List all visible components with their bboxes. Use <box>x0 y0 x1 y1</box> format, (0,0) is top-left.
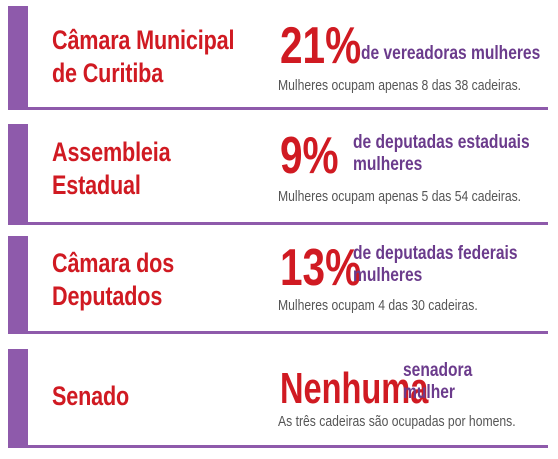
stat-description: de vereadoras mulheres <box>361 43 540 65</box>
stat-value: 21% <box>280 17 362 75</box>
stat-description-line: senadora <box>403 360 473 381</box>
stat-description-line: mulheres <box>353 154 423 175</box>
card-assembleia-estadual: Assembleia Estadual 9% de deputadas esta… <box>8 124 548 225</box>
institution-name: Senado <box>52 380 129 413</box>
stat-description-line: de vereadoras mulheres <box>361 43 541 64</box>
institution-name-line: Assembleia <box>52 137 171 167</box>
card-camara-deputados: Câmara dos Deputados 13% de deputadas fe… <box>8 236 548 334</box>
card-camara-municipal: Câmara Municipal de Curitiba 21% de vere… <box>8 6 548 110</box>
stat-description: senadora mulher <box>403 360 472 404</box>
seat-note: Mulheres ocupam apenas 5 das 54 cadeiras… <box>278 189 522 205</box>
seat-note: Mulheres ocupam apenas 8 das 38 cadeiras… <box>278 78 522 94</box>
stat-description: de deputadas federais mulheres <box>353 243 518 287</box>
seat-note: As três cadeiras são ocupadas por homens… <box>278 414 516 430</box>
card-senado: Senado Nenhuma senadora mulher As três c… <box>8 349 548 448</box>
institution-name-line: Deputados <box>52 281 163 311</box>
stat-description-line: mulher <box>403 382 455 403</box>
stat-value: 9% <box>280 127 339 185</box>
card-accent-bar <box>8 6 28 107</box>
card-accent-bar <box>8 236 28 331</box>
institution-name-line: Senado <box>52 381 130 411</box>
stat-description-line: de deputadas federais <box>353 243 518 264</box>
institution-name-line: Câmara dos <box>52 248 175 278</box>
institution-name-line: Câmara Municipal <box>52 25 235 55</box>
stat-description-line: mulheres <box>353 265 423 286</box>
card-accent-bar <box>8 124 28 222</box>
stat-description-line: de deputadas estaduais <box>353 132 530 153</box>
institution-name: Assembleia Estadual <box>52 136 171 202</box>
institution-name-line: de Curitiba <box>52 58 164 88</box>
seat-note: Mulheres ocupam 4 das 30 cadeiras. <box>278 298 478 314</box>
stat-description: de deputadas estaduais mulheres <box>353 132 530 176</box>
stat-value: 13% <box>280 239 362 297</box>
institution-name-line: Estadual <box>52 170 141 200</box>
institution-name: Câmara Municipal de Curitiba <box>52 24 234 90</box>
institution-name: Câmara dos Deputados <box>52 247 174 313</box>
card-accent-bar <box>8 349 28 445</box>
stat-value: Nenhuma <box>280 364 429 413</box>
